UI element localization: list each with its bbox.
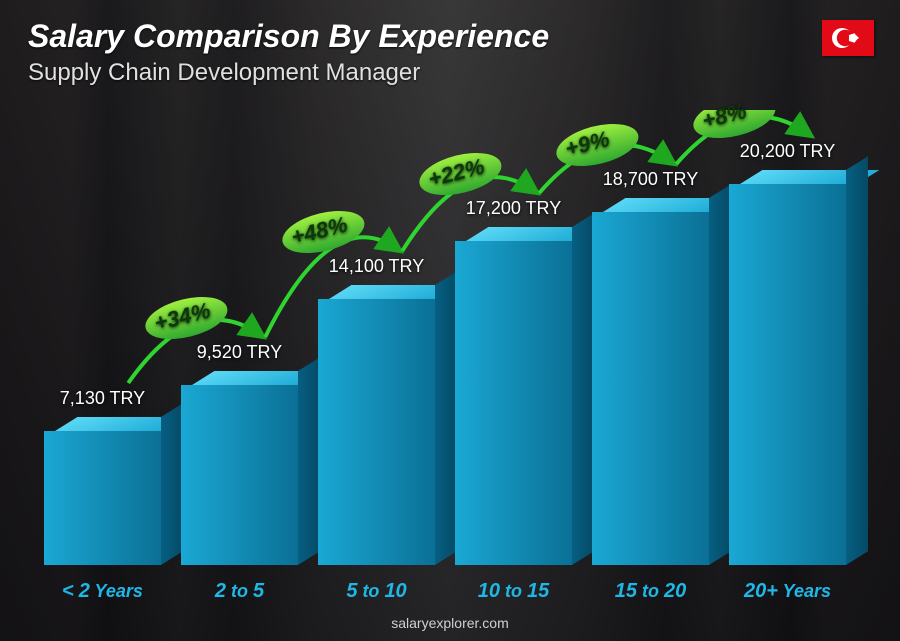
chart-title: Salary Comparison By Experience [28, 18, 872, 55]
x-category: < 2 Years [44, 580, 161, 603]
bar [729, 170, 846, 565]
x-axis: < 2 Years 2 to 5 5 to 10 10 to 15 15 to 20 20… [36, 580, 854, 603]
bar [44, 417, 161, 565]
bar-value-label: 20,200 TRY [740, 141, 835, 162]
bar-wrap: 18,700 TRY [592, 110, 709, 565]
bar-wrap: 9,520 TRY [181, 110, 298, 565]
bar [318, 285, 435, 565]
x-category: 20+ Years [729, 580, 846, 603]
bar [181, 371, 298, 565]
plot-area: 7,130 TRY 9,520 TRY 14,100 TRY 17,200 TRY 18… [36, 110, 854, 565]
footer-credit: salaryexplorer.com [0, 615, 900, 631]
x-category: 15 to 20 [592, 580, 709, 603]
bar-wrap: 20,200 TRY [729, 110, 846, 565]
chart-subtitle: Supply Chain Development Manager [28, 59, 872, 87]
flag-icon [822, 20, 874, 56]
country-flag-turkey [822, 20, 874, 56]
chart-container: Salary Comparison By Experience Supply C… [0, 0, 900, 641]
bar-value-label: 7,130 TRY [60, 388, 145, 409]
x-category: 2 to 5 [181, 580, 298, 603]
bar-wrap: 14,100 TRY [318, 110, 435, 565]
bar-value-label: 9,520 TRY [197, 342, 282, 363]
bar-wrap: 7,130 TRY [44, 110, 161, 565]
bar [592, 198, 709, 565]
bar [455, 227, 572, 565]
bar-value-label: 14,100 TRY [329, 256, 424, 277]
bar-value-label: 18,700 TRY [603, 169, 698, 190]
header: Salary Comparison By Experience Supply C… [28, 18, 872, 87]
x-category: 10 to 15 [455, 580, 572, 603]
bar-value-label: 17,200 TRY [466, 198, 561, 219]
x-category: 5 to 10 [318, 580, 435, 603]
